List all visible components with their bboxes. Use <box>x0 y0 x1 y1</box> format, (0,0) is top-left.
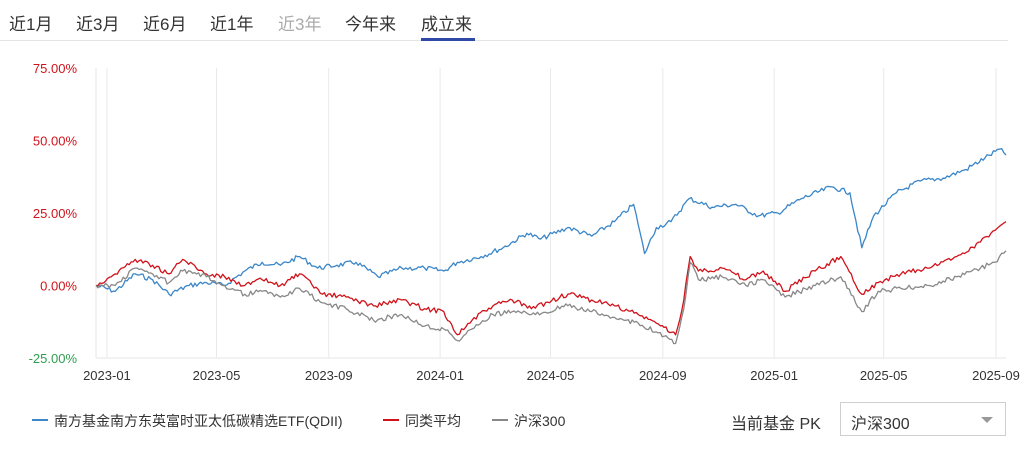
x-tick-label: 2024-09 <box>639 368 687 383</box>
tab-year-to-date[interactable]: 今年来 <box>345 15 396 34</box>
x-tick-label: 2025-05 <box>860 368 908 383</box>
y-tick-label: 50.00% <box>33 134 78 149</box>
legend-item-category-avg[interactable]: 同类平均 <box>383 411 461 431</box>
x-tick-label: 2024-01 <box>416 368 464 383</box>
tab-6-months[interactable]: 近6月 <box>143 15 187 34</box>
y-tick-label: 0.00% <box>40 279 77 294</box>
active-tab-indicator <box>421 38 475 41</box>
chevron-down-icon <box>981 417 993 423</box>
x-tick-label: 2024-05 <box>527 368 575 383</box>
pk-label: 当前基金 PK <box>731 416 821 433</box>
tab-1-month[interactable]: 近1月 <box>9 15 53 34</box>
legend-item-fund[interactable]: 南方基金南方东英富时亚太低碳精选ETF(QDII) <box>32 411 343 431</box>
tab-since-inception[interactable]: 成立来 <box>421 15 472 34</box>
pk-selected-value: 沪深300 <box>851 416 910 433</box>
category-avg-series-line <box>96 221 1007 336</box>
category-avg-line-swatch <box>383 419 399 422</box>
x-tick-label: 2023-09 <box>305 368 353 383</box>
x-tick-label: 2023-01 <box>83 368 131 383</box>
legend-label-category-avg: 同类平均 <box>405 413 461 429</box>
legend-label-index: 沪深300 <box>514 413 566 429</box>
fund-line-swatch <box>32 419 48 422</box>
x-tick-label: 2025-09 <box>972 368 1020 383</box>
performance-chart: 75.00% 50.00% 25.00% 0.00% -25.00% 2023-01 20… <box>29 61 1020 383</box>
index-line-swatch <box>492 419 508 422</box>
period-tabs: 近1月 近3月 近6月 近1年 近3年 今年来 成立来 <box>0 0 1008 41</box>
y-tick-label: 25.00% <box>33 206 78 221</box>
legend-label-fund: 南方基金南方东英富时亚太低碳精选ETF(QDII) <box>54 413 343 429</box>
index-series-line <box>95 250 1007 345</box>
tab-1-year[interactable]: 近1年 <box>210 15 254 34</box>
tab-3-years: 近3年 <box>278 15 322 34</box>
legend-item-index[interactable]: 沪深300 <box>492 411 565 431</box>
pk-compare-select[interactable]: 沪深300 <box>840 402 1006 436</box>
chart-legend: 南方基金南方东英富时亚太低碳精选ETF(QDII) 同类平均 沪深300 当前基… <box>0 396 1034 446</box>
y-tick-label: 75.00% <box>33 61 78 76</box>
fund-series-line <box>95 147 1007 297</box>
y-tick-label: -25.00% <box>29 351 78 366</box>
x-tick-label: 2025-01 <box>750 368 798 383</box>
x-tick-label: 2023-05 <box>193 368 241 383</box>
tab-3-months[interactable]: 近3月 <box>76 15 120 34</box>
